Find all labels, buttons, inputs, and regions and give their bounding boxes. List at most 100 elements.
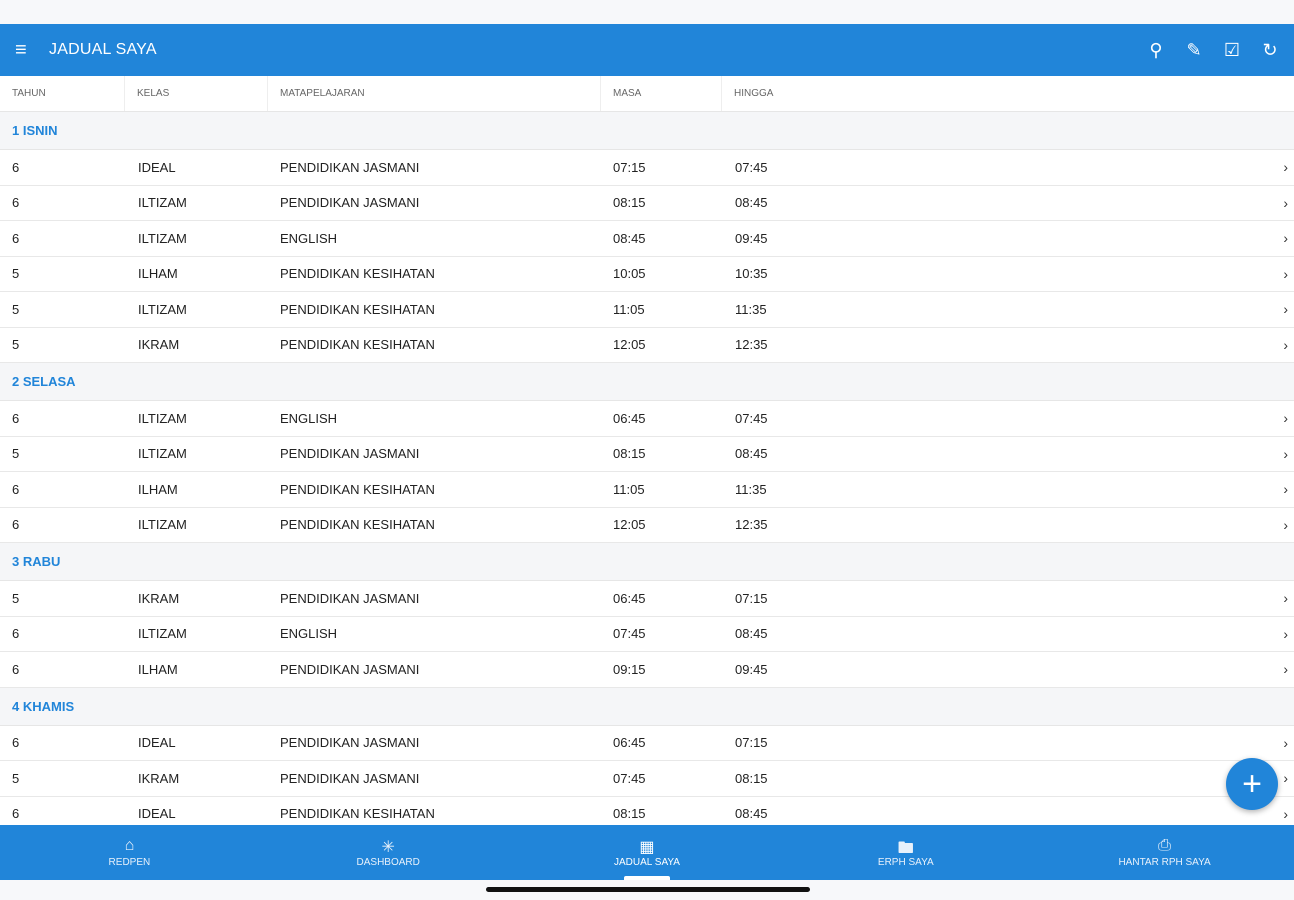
chevron-right-icon[interactable]: › [1283,445,1288,462]
cell-kelas: ILTIZAM [138,301,187,317]
home-indicator [486,887,810,892]
network-icon: ✳ [381,839,395,856]
chevron-right-icon[interactable]: › [1283,301,1288,318]
cell-kelas: IKRAM [138,770,180,786]
nav-item-redpen[interactable]: ⌂ REDPEN [0,825,259,880]
cell-matapelajaran: PENDIDIKAN JASMANI [280,770,420,786]
cell-kelas: ILTIZAM [138,626,187,642]
day-section-header: 4 KHAMIS [0,687,1294,726]
cell-tahun: 6 [12,735,20,751]
table-row[interactable]: 5 ILHAM PENDIDIKAN KESIHATAN 10:05 10:35 › [0,257,1294,292]
nav-item-jadual-saya[interactable]: ▦ JADUAL SAYA [518,825,777,880]
table-row[interactable]: 6 ILHAM PENDIDIKAN JASMANI 09:15 09:45 › [0,652,1294,688]
cell-matapelajaran: PENDIDIKAN KESIHATAN [280,806,435,822]
col-hingga: HINGGA [734,88,774,99]
cell-hingga: 08:45 [735,806,768,822]
cell-hingga: 09:45 [735,230,768,246]
chevron-right-icon[interactable]: › [1283,336,1288,353]
search-icon[interactable]: ⚲ [1149,39,1163,60]
cell-hingga: 07:45 [735,159,768,175]
cell-kelas: IKRAM [138,590,180,606]
chevron-right-icon[interactable]: › [1283,516,1288,533]
table-row[interactable]: 5 IKRAM PENDIDIKAN JASMANI 07:45 08:15 › [0,761,1294,797]
table-row[interactable]: 6 ILTIZAM PENDIDIKAN JASMANI 08:15 08:45 › [0,186,1294,221]
table-row[interactable]: 5 IKRAM PENDIDIKAN JASMANI 06:45 07:15 › [0,581,1294,617]
table-row[interactable]: 5 ILTIZAM PENDIDIKAN JASMANI 08:15 08:45 › [0,437,1294,472]
cell-tahun: 5 [12,266,20,282]
chevron-right-icon[interactable]: › [1283,805,1288,822]
table-row[interactable]: 6 IDEAL PENDIDIKAN KESIHATAN 08:15 08:45 › [0,797,1294,826]
nav-item-dashboard[interactable]: ✳ DASHBOARD [259,825,518,880]
chevron-right-icon[interactable]: › [1283,590,1288,607]
table-header: TAHUN KELAS MATAPELAJARAN MASA HINGGA [0,76,1294,112]
table-row[interactable]: 6 ILTIZAM PENDIDIKAN KESIHATAN 12:05 12:35 › [0,508,1294,543]
day-section-header: 3 RABU [0,543,1294,581]
add-button[interactable]: + [1226,758,1278,810]
menu-icon[interactable]: ≡ [15,39,27,61]
cell-hingga: 09:45 [735,661,768,677]
table-row[interactable]: 6 IDEAL PENDIDIKAN JASMANI 07:15 07:45 › [0,150,1294,186]
cell-tahun: 6 [12,626,20,642]
chevron-right-icon[interactable]: › [1283,230,1288,247]
nav-label: JADUAL SAYA [614,857,680,868]
cell-tahun: 5 [12,446,20,462]
app-bar: ≡ JADUAL SAYA ⚲ ✎ ☑ ↻ [0,24,1294,76]
table-row[interactable]: 5 IKRAM PENDIDIKAN KESIHATAN 12:05 12:35 › [0,328,1294,363]
cell-matapelajaran: PENDIDIKAN JASMANI [280,735,420,751]
cell-kelas: ILTIZAM [138,230,187,246]
cell-matapelajaran: PENDIDIKAN KESIHATAN [280,517,435,533]
nav-label: REDPEN [108,857,151,868]
cell-matapelajaran: PENDIDIKAN KESIHATAN [280,337,435,353]
cell-matapelajaran: PENDIDIKAN JASMANI [280,195,420,211]
cell-kelas: IDEAL [138,159,176,175]
checkbox-icon[interactable]: ☑ [1223,39,1241,60]
col-masa: MASA [601,76,722,111]
cell-masa: 06:45 [613,410,646,426]
chevron-right-icon[interactable]: › [1283,770,1288,787]
chevron-right-icon[interactable]: › [1283,194,1288,211]
cell-masa: 09:15 [613,661,646,677]
table-row[interactable]: 6 IDEAL PENDIDIKAN JASMANI 06:45 07:15 › [0,726,1294,761]
cell-kelas: IKRAM [138,337,180,353]
table-row[interactable]: 6 ILTIZAM ENGLISH 07:45 08:45 › [0,617,1294,652]
table-row[interactable]: 6 ILTIZAM ENGLISH 06:45 07:45 › [0,401,1294,437]
cell-masa: 07:15 [613,159,646,175]
edit-icon[interactable]: ✎ [1186,39,1202,60]
cell-masa: 08:15 [613,195,646,211]
cell-matapelajaran: PENDIDIKAN JASMANI [280,590,420,606]
table-row[interactable]: 5 ILTIZAM PENDIDIKAN KESIHATAN 11:05 11:35 › [0,292,1294,328]
nav-item-erph-saya[interactable]: 🖿 ERPH SAYA [776,825,1035,880]
chevron-right-icon[interactable]: › [1283,625,1288,642]
cell-hingga: 07:45 [735,410,768,426]
cell-hingga: 10:35 [735,266,768,282]
chevron-right-icon[interactable]: › [1283,734,1288,751]
cell-tahun: 6 [12,481,20,497]
cell-tahun: 6 [12,410,20,426]
table-row[interactable]: 6 ILTIZAM ENGLISH 08:45 09:45 › [0,221,1294,257]
cell-masa: 12:05 [613,517,646,533]
cell-matapelajaran: ENGLISH [280,626,338,642]
chevron-right-icon[interactable]: › [1283,481,1288,498]
chevron-right-icon[interactable]: › [1283,661,1288,678]
cell-masa: 11:05 [613,481,645,497]
cell-masa: 11:05 [613,301,645,317]
cell-hingga: 07:15 [735,590,768,606]
cell-hingga: 08:45 [735,446,768,462]
cell-masa: 06:45 [613,590,646,606]
nav-label: HANTAR RPH SAYA [1118,857,1211,868]
status-bar [0,0,1294,24]
chevron-right-icon[interactable]: › [1283,159,1288,176]
cell-hingga: 08:45 [735,195,768,211]
cell-hingga: 08:15 [735,770,768,786]
nav-item-hantar-rph-saya[interactable]: ⎙ HANTAR RPH SAYA [1035,825,1294,880]
cell-matapelajaran: ENGLISH [280,410,338,426]
table-row[interactable]: 6 ILHAM PENDIDIKAN KESIHATAN 11:05 11:35 › [0,472,1294,508]
cell-kelas: ILHAM [138,661,178,677]
col-matapelajaran: MATAPELAJARAN [268,76,601,111]
chevron-right-icon[interactable]: › [1283,265,1288,282]
chevron-right-icon[interactable]: › [1283,410,1288,427]
cell-matapelajaran: PENDIDIKAN JASMANI [280,159,420,175]
refresh-icon[interactable]: ↻ [1262,39,1278,60]
cell-tahun: 5 [12,770,20,786]
schedule-list[interactable]: TAHUN KELAS MATAPELAJARAN MASA HINGGA 1 … [0,76,1294,825]
